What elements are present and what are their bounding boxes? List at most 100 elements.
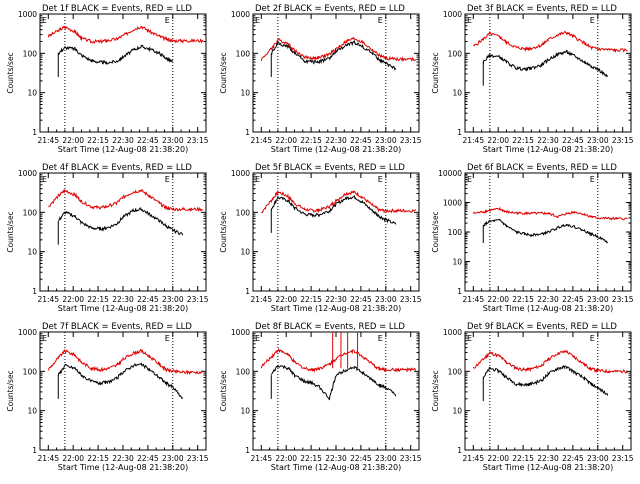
x-axis-label: Start Time (12-Aug-08 21:38:20) xyxy=(58,145,189,154)
x-tick-label: 22:45 xyxy=(137,454,159,463)
x-tick-label: 22:45 xyxy=(562,295,584,304)
y-tick-label: 10 xyxy=(452,407,462,416)
y-axis-label: Counts/sec xyxy=(6,370,15,411)
x-tick-label: 22:15 xyxy=(512,295,534,304)
x-tick-label: 22:15 xyxy=(87,136,109,145)
panel-title: Det 1f BLACK = Events, RED = LLD xyxy=(42,4,192,14)
y-tick-label: 1000 xyxy=(231,169,250,178)
y-tick-label: 10 xyxy=(240,407,250,416)
x-tick-label: 22:45 xyxy=(137,136,159,145)
series-line-lld xyxy=(260,36,417,63)
y-tick-label: 100 xyxy=(236,367,251,376)
y-tick-label: 1 xyxy=(32,128,37,137)
x-tick-label: 22:45 xyxy=(562,136,584,145)
panel-det-7: Det 7f BLACK = Events, RED = LLD 1 10 100 10… xyxy=(6,322,209,472)
x-tick-label: 22:30 xyxy=(537,295,559,304)
panel-det-1: Det 1f BLACK = Events, RED = LLD 1 10 100 10… xyxy=(6,4,209,154)
marker-label-left: E xyxy=(42,175,47,184)
series-line-events xyxy=(57,207,184,236)
x-tick-label: 22:00 xyxy=(62,136,84,145)
panel-title: Det 6f BLACK = Events, RED = LLD xyxy=(467,163,617,173)
y-tick-label: 1000 xyxy=(231,328,250,337)
marker-label-right: E xyxy=(378,16,383,25)
plot-frame xyxy=(39,13,207,133)
y-axis-label: Counts/sec xyxy=(431,211,440,252)
y-tick-label: 10 xyxy=(452,258,462,267)
y-tick-label: 100 xyxy=(23,208,38,217)
x-tick-label: 21:45 xyxy=(462,136,484,145)
y-axis-label: Counts/sec xyxy=(6,52,15,93)
y-tick-label: 100 xyxy=(23,49,38,58)
marker-label-right: E xyxy=(590,334,595,343)
x-tick-label: 22:00 xyxy=(275,454,297,463)
y-axis-label: Counts/sec xyxy=(431,370,440,411)
series-line-events xyxy=(270,364,397,401)
panel-title: Det 3f BLACK = Events, RED = LLD xyxy=(467,4,617,14)
x-tick-label: 21:45 xyxy=(37,295,59,304)
series-line-events xyxy=(482,365,609,396)
panel-title: Det 7f BLACK = Events, RED = LLD xyxy=(42,322,192,332)
x-tick-label: 22:00 xyxy=(275,136,297,145)
y-tick-label: 1000 xyxy=(18,169,37,178)
y-axis-label: Counts/sec xyxy=(219,52,228,93)
marker-label-right: E xyxy=(378,175,383,184)
x-axis-label: Start Time (12-Aug-08 21:38:20) xyxy=(271,463,402,472)
series-line-lld xyxy=(47,25,204,45)
x-tick-label: 23:15 xyxy=(400,454,422,463)
x-tick-label: 22:00 xyxy=(487,295,509,304)
y-axis-label: Counts/sec xyxy=(219,211,228,252)
marker-label-left: E xyxy=(255,16,260,25)
marker-label-left: E xyxy=(42,334,47,343)
x-tick-label: 22:15 xyxy=(300,136,322,145)
y-tick-label: 100 xyxy=(448,228,463,237)
series-line-lld xyxy=(48,188,204,212)
x-tick-label: 23:00 xyxy=(587,295,609,304)
plot-frame xyxy=(39,331,207,451)
x-tick-label: 22:15 xyxy=(300,295,322,304)
x-tick-label: 22:30 xyxy=(537,136,559,145)
plot-frame xyxy=(252,13,420,133)
x-tick-label: 21:45 xyxy=(250,136,272,145)
x-axis-label: Start Time (12-Aug-08 21:38:20) xyxy=(271,304,402,313)
x-tick-label: 22:00 xyxy=(62,454,84,463)
x-tick-label: 23:00 xyxy=(375,295,397,304)
y-axis-label: Counts/sec xyxy=(431,52,440,93)
x-tick-label: 23:15 xyxy=(187,295,209,304)
y-tick-label: 1 xyxy=(32,287,37,296)
x-tick-label: 22:15 xyxy=(512,454,534,463)
x-tick-label: 23:15 xyxy=(612,136,634,145)
x-tick-label: 22:45 xyxy=(562,454,584,463)
marker-label-left: E xyxy=(467,175,472,184)
y-tick-label: 100 xyxy=(448,49,463,58)
x-tick-label: 23:00 xyxy=(587,136,609,145)
y-tick-label: 1 xyxy=(457,446,462,455)
x-tick-label: 22:15 xyxy=(300,454,322,463)
plot-frame xyxy=(464,331,632,451)
y-tick-label: 1000 xyxy=(443,328,462,337)
y-tick-label: 100 xyxy=(23,367,38,376)
y-tick-label: 10 xyxy=(452,89,462,98)
panel-title: Det 9f BLACK = Events, RED = LLD xyxy=(467,322,617,332)
series-line-lld xyxy=(473,30,628,54)
x-axis-label: Start Time (12-Aug-08 21:38:20) xyxy=(483,145,614,154)
series-line-events xyxy=(57,362,184,400)
x-tick-label: 21:45 xyxy=(37,454,59,463)
series-line-lld xyxy=(47,348,204,376)
x-tick-label: 23:00 xyxy=(162,454,184,463)
panel-det-5: Det 5f BLACK = Events, RED = LLD 1 10 100 10… xyxy=(219,163,422,313)
marker-label-left: E xyxy=(467,334,472,343)
x-tick-label: 22:45 xyxy=(350,454,372,463)
x-tick-label: 23:00 xyxy=(162,136,184,145)
y-axis-label: Counts/sec xyxy=(6,211,15,252)
y-tick-label: 1000 xyxy=(18,328,37,337)
x-axis-label: Start Time (12-Aug-08 21:38:20) xyxy=(483,304,614,313)
y-tick-label: 1 xyxy=(245,128,250,137)
marker-label-right: E xyxy=(590,16,595,25)
x-tick-label: 21:45 xyxy=(462,454,484,463)
x-tick-label: 22:45 xyxy=(350,295,372,304)
marker-label-left: E xyxy=(42,16,47,25)
x-tick-label: 22:30 xyxy=(112,295,134,304)
x-axis-label: Start Time (12-Aug-08 21:38:20) xyxy=(483,463,614,472)
y-tick-label: 10 xyxy=(27,89,37,98)
